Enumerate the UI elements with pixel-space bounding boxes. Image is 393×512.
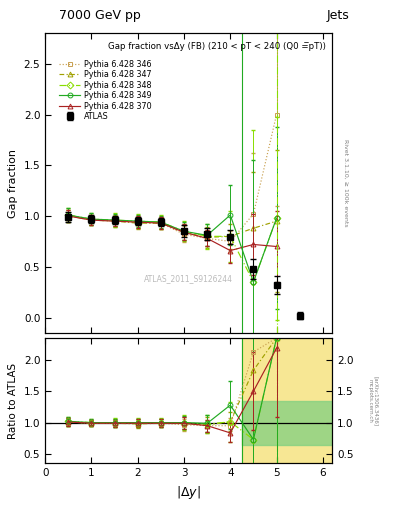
Pythia 6.428 370 — [228, 247, 233, 253]
Pythia 6.428 348 — [182, 228, 186, 234]
Bar — [242, 338, 332, 463]
Pythia 6.428 346 — [66, 213, 71, 219]
Legend: Pythia 6.428 346, Pythia 6.428 347, Pythia 6.428 348, Pythia 6.428 349, Pythia 6: Pythia 6.428 346, Pythia 6.428 347, Pyth… — [58, 58, 153, 123]
Pythia 6.428 347 — [112, 218, 117, 224]
Pythia 6.428 347 — [228, 233, 233, 240]
Pythia 6.428 349 — [89, 216, 94, 222]
Pythia 6.428 370 — [182, 229, 186, 236]
Pythia 6.428 370 — [158, 220, 163, 226]
Pythia 6.428 348 — [274, 215, 279, 221]
Line: Pythia 6.428 347: Pythia 6.428 347 — [66, 214, 279, 240]
Text: ATLAS_2011_S9126244: ATLAS_2011_S9126244 — [144, 274, 233, 283]
X-axis label: $|\Delta y|$: $|\Delta y|$ — [176, 484, 201, 501]
Line: Pythia 6.428 346: Pythia 6.428 346 — [66, 112, 279, 244]
Pythia 6.428 370 — [66, 213, 71, 219]
Pythia 6.428 348 — [135, 218, 140, 224]
Y-axis label: [arXiv:1306.3436]
mcplots.cern.ch: [arXiv:1306.3436] mcplots.cern.ch — [367, 376, 378, 425]
Text: Jets: Jets — [326, 9, 349, 23]
Line: Pythia 6.428 348: Pythia 6.428 348 — [66, 212, 279, 285]
Pythia 6.428 370 — [89, 217, 94, 223]
Pythia 6.428 370 — [205, 236, 209, 242]
Bar — [242, 400, 332, 444]
Pythia 6.428 349 — [274, 215, 279, 221]
Text: 7000 GeV pp: 7000 GeV pp — [59, 9, 141, 23]
Pythia 6.428 347 — [135, 220, 140, 226]
Pythia 6.428 346 — [251, 211, 256, 217]
Pythia 6.428 346 — [89, 217, 94, 223]
Pythia 6.428 347 — [158, 220, 163, 226]
Y-axis label: Ratio to ATLAS: Ratio to ATLAS — [8, 362, 18, 439]
Pythia 6.428 349 — [251, 279, 256, 285]
Pythia 6.428 349 — [205, 232, 209, 239]
Pythia 6.428 370 — [251, 241, 256, 247]
Pythia 6.428 349 — [228, 212, 233, 218]
Pythia 6.428 370 — [135, 219, 140, 225]
Pythia 6.428 347 — [182, 229, 186, 236]
Pythia 6.428 346 — [182, 231, 186, 238]
Pythia 6.428 347 — [89, 217, 94, 223]
Pythia 6.428 347 — [251, 225, 256, 231]
Pythia 6.428 349 — [135, 218, 140, 224]
Pythia 6.428 346 — [158, 220, 163, 226]
Text: Gap fraction vsΔy (FB) (210 < pT < 240 (Q0 =̅pT)): Gap fraction vsΔy (FB) (210 < pT < 240 (… — [108, 42, 326, 51]
Pythia 6.428 348 — [251, 279, 256, 285]
Pythia 6.428 348 — [112, 217, 117, 223]
Pythia 6.428 346 — [135, 219, 140, 225]
Pythia 6.428 348 — [89, 216, 94, 222]
Pythia 6.428 347 — [274, 218, 279, 224]
Pythia 6.428 346 — [228, 239, 233, 245]
Pythia 6.428 348 — [66, 212, 71, 218]
Pythia 6.428 349 — [66, 212, 71, 218]
Line: Pythia 6.428 370: Pythia 6.428 370 — [66, 214, 279, 253]
Line: Pythia 6.428 349: Pythia 6.428 349 — [66, 212, 279, 285]
Pythia 6.428 349 — [158, 219, 163, 225]
Y-axis label: Rivet 3.1.10, ≥ 100k events: Rivet 3.1.10, ≥ 100k events — [343, 139, 348, 227]
Pythia 6.428 346 — [112, 218, 117, 224]
Pythia 6.428 347 — [205, 234, 209, 241]
Pythia 6.428 349 — [112, 217, 117, 223]
Pythia 6.428 346 — [205, 236, 209, 242]
Pythia 6.428 348 — [205, 233, 209, 240]
Pythia 6.428 348 — [158, 219, 163, 225]
Pythia 6.428 347 — [66, 213, 71, 219]
Pythia 6.428 370 — [112, 218, 117, 224]
Pythia 6.428 348 — [228, 233, 233, 240]
Y-axis label: Gap fraction: Gap fraction — [8, 148, 18, 218]
Pythia 6.428 370 — [274, 243, 279, 249]
Pythia 6.428 346 — [274, 112, 279, 118]
Pythia 6.428 349 — [182, 228, 186, 234]
